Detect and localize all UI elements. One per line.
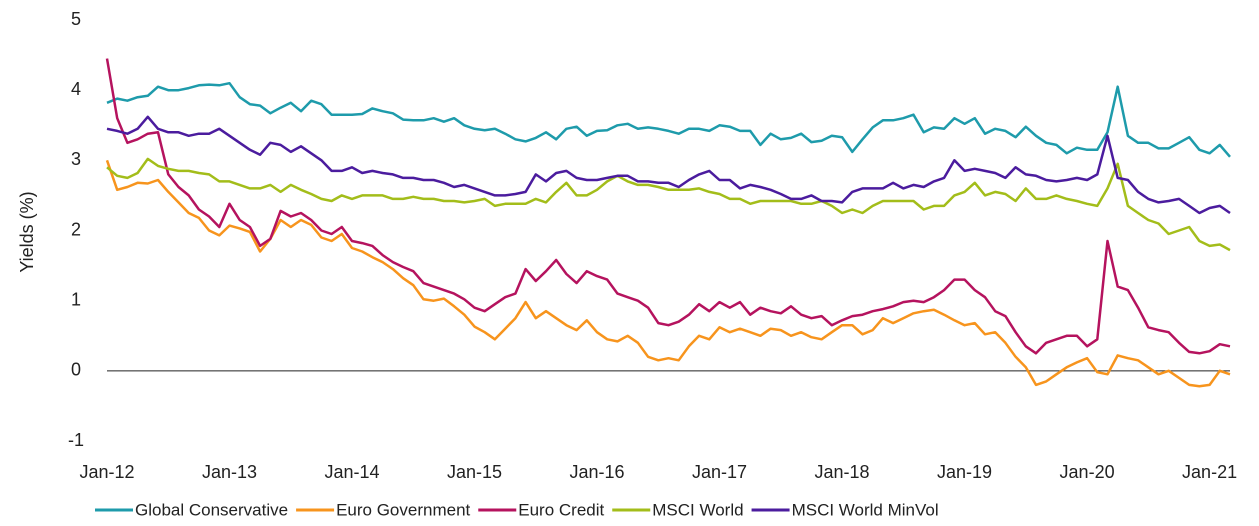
legend-label: MSCI World xyxy=(652,500,743,519)
y-tick-label: 1 xyxy=(71,289,81,309)
y-tick-label: 2 xyxy=(71,219,81,239)
x-tick-label: Jan-20 xyxy=(1060,462,1115,482)
x-tick-label: Jan-18 xyxy=(815,462,870,482)
x-tick-label: Jan-19 xyxy=(937,462,992,482)
legend-label: Global Conservative xyxy=(135,500,288,519)
y-tick-label: -1 xyxy=(68,430,84,450)
y-tick-label: 0 xyxy=(71,360,81,380)
y-tick-label: 5 xyxy=(71,9,81,29)
series-line xyxy=(106,115,1231,215)
x-tick-label: Jan-14 xyxy=(324,462,379,482)
x-tick-label: Jan-21 xyxy=(1182,462,1237,482)
legend-label: Euro Credit xyxy=(518,500,604,519)
legend-label: MSCI World MinVol xyxy=(792,500,939,519)
y-tick-label: 3 xyxy=(71,149,81,169)
series-line xyxy=(105,58,1231,355)
x-tick-label: Jan-12 xyxy=(79,462,134,482)
x-tick-label: Jan-15 xyxy=(447,462,502,482)
series-line xyxy=(106,157,1231,252)
x-tick-label: Jan-17 xyxy=(692,462,747,482)
series-line xyxy=(105,159,1231,388)
y-tick-label: 4 xyxy=(71,79,81,99)
y-axis-title: Yields (%) xyxy=(17,191,37,272)
legend-label: Euro Government xyxy=(336,500,470,519)
x-tick-label: Jan-16 xyxy=(570,462,625,482)
x-tick-label: Jan-13 xyxy=(202,462,257,482)
series-line xyxy=(106,81,1231,158)
